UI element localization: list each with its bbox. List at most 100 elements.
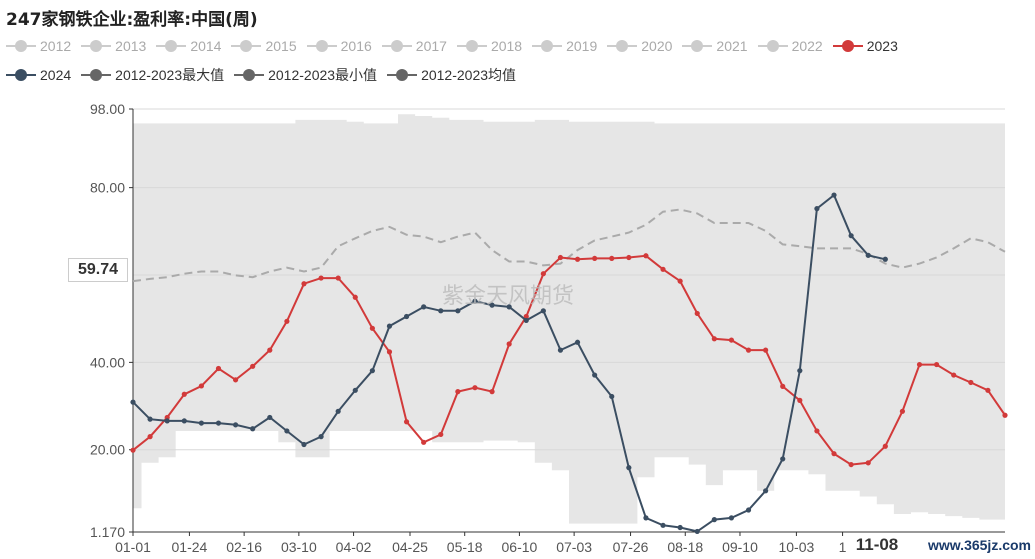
legend-label: 2019 <box>566 38 598 54</box>
legend-item-year-10[interactable]: 2022 <box>757 38 823 54</box>
data-point-2023 <box>626 254 632 261</box>
data-point-2024 <box>574 339 581 345</box>
x-tick-label: 07-26 <box>613 539 649 555</box>
data-point-2024 <box>882 256 888 262</box>
legend-item-year-3[interactable]: 2015 <box>231 38 297 54</box>
chart-title: 247家钢铁企业:盈利率:中国(周) <box>6 10 258 30</box>
x-tick-label: 09-10 <box>722 539 758 555</box>
legend-item-year-7[interactable]: 2019 <box>532 38 597 54</box>
data-point-2024 <box>865 252 871 258</box>
data-point-2024 <box>181 418 187 424</box>
site-watermark: www.365jz.com <box>928 537 1031 553</box>
legend-marker-icon <box>6 69 36 81</box>
legend-label: 2018 <box>490 38 523 54</box>
legend-label: 2016 <box>340 38 372 54</box>
data-point-2023 <box>745 347 752 353</box>
legend-marker-icon <box>234 69 265 81</box>
y-tick-label: 40.00 <box>90 354 125 370</box>
legend-marker-icon <box>381 40 412 52</box>
data-point-2024 <box>848 233 854 239</box>
legend-marker-icon <box>757 40 788 52</box>
data-point-2023 <box>472 385 478 391</box>
legend-item-year-8[interactable]: 2020 <box>607 38 672 54</box>
data-point-2024 <box>557 347 564 353</box>
legend-label: 2015 <box>265 38 297 54</box>
data-point-2023 <box>677 278 683 284</box>
data-point-2024 <box>147 416 153 422</box>
data-point-2024 <box>506 304 512 310</box>
mean-line <box>132 208 1006 283</box>
data-point-2024 <box>592 372 598 378</box>
legend-marker-icon <box>306 40 337 52</box>
data-point-2024 <box>677 524 683 531</box>
data-point-2024 <box>523 317 529 324</box>
y-tick-label: 80.00 <box>90 180 125 196</box>
data-point-2023 <box>780 383 786 389</box>
legend-item-year-11[interactable]: 2023 <box>832 38 898 54</box>
data-point-2023 <box>386 349 393 355</box>
data-point-2023 <box>643 253 649 259</box>
data-point-2023 <box>831 451 837 457</box>
data-point-2023 <box>865 460 871 466</box>
legend-item-stat-2[interactable]: 2012-2023最小值 <box>234 65 377 85</box>
legend-item-year-5[interactable]: 2017 <box>381 38 447 54</box>
legend-item-year-6[interactable]: 2018 <box>456 38 523 54</box>
legend-label: 2012-2023最大值 <box>115 67 225 83</box>
legend-label: 2012-2023均值 <box>421 67 517 83</box>
legend-label: 2020 <box>641 38 673 54</box>
y-tick-label: 20.00 <box>90 442 125 458</box>
legend-item-stat-3[interactable]: 2012-2023均值 <box>387 65 516 85</box>
data-point-2024 <box>130 399 136 405</box>
legend-label: 2014 <box>190 38 222 54</box>
data-point-2023 <box>523 313 529 320</box>
y-tick-label: 98.00 <box>90 101 125 117</box>
data-point-2024 <box>250 426 256 432</box>
data-point-2024 <box>215 420 222 426</box>
data-point-2024 <box>626 465 632 471</box>
data-point-2024 <box>403 313 410 320</box>
legend-item-year-9[interactable]: 2021 <box>682 38 748 54</box>
data-point-2023 <box>694 310 700 317</box>
legend-item-year-1[interactable]: 2013 <box>81 38 146 54</box>
data-point-2023 <box>660 266 666 272</box>
data-point-2023 <box>711 336 717 342</box>
legend-label: 2017 <box>415 38 447 54</box>
data-point-2024 <box>763 488 769 494</box>
x-tick-label: 04-02 <box>336 539 372 555</box>
legend-label: 2022 <box>791 38 823 54</box>
data-point-2023 <box>985 387 991 393</box>
data-point-2023 <box>592 255 598 262</box>
data-point-2023 <box>506 341 512 347</box>
legend-label: 2023 <box>866 38 898 54</box>
data-point-2024 <box>267 414 273 421</box>
legend-row-years: 2012 2013 2014 2015 2016 2017 2018 2019 2020 2021… <box>6 38 908 54</box>
legend-item-stat-0[interactable]: 2024 <box>6 65 71 85</box>
data-point-2023 <box>267 347 273 353</box>
legend-marker-icon <box>532 40 563 52</box>
x-tick-label: 1 <box>839 539 847 555</box>
series-line-2023 <box>132 254 1006 466</box>
max-min-band <box>133 114 1005 524</box>
y-tick-label: 1.170 <box>90 524 125 540</box>
data-point-2023 <box>215 365 222 372</box>
data-point-2024 <box>369 368 375 374</box>
data-point-2023 <box>232 377 239 383</box>
x-tick-label: 03-10 <box>281 539 317 555</box>
legend-row-stats: 2024 2012-2023最大值 2012-2023最小值 2012-2023均值 <box>6 65 526 85</box>
data-point-2024 <box>472 298 478 304</box>
data-point-2023 <box>1002 412 1008 418</box>
data-point-2024 <box>831 192 837 198</box>
legend-item-stat-1[interactable]: 2012-2023最大值 <box>81 65 224 85</box>
data-point-2024 <box>489 302 495 308</box>
data-point-2024 <box>198 420 204 426</box>
data-point-2023 <box>250 363 256 369</box>
legend-label: 2024 <box>40 67 72 83</box>
data-point-2023 <box>147 434 153 440</box>
data-point-2024 <box>643 515 649 521</box>
legend-item-year-0[interactable]: 2012 <box>6 38 71 54</box>
data-point-2024 <box>711 517 717 523</box>
legend-item-year-2[interactable]: 2014 <box>156 38 221 54</box>
legend-item-year-4[interactable]: 2016 <box>306 38 372 54</box>
current-date-label: 11-08 <box>848 534 906 556</box>
